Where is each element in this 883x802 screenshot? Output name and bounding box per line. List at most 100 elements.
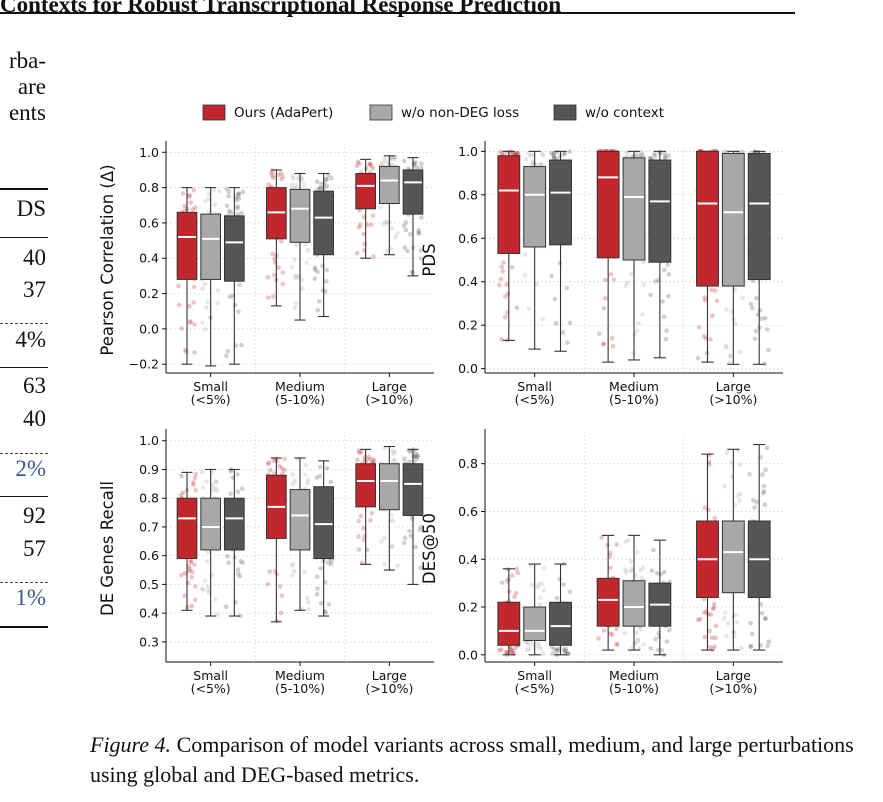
- data-point: [526, 641, 531, 647]
- data-point: [500, 269, 506, 274]
- data-point: [367, 161, 373, 167]
- data-point: [702, 334, 707, 339]
- data-point: [379, 539, 384, 544]
- data-point: [401, 158, 407, 164]
- data-point: [512, 151, 517, 157]
- data-point: [318, 186, 324, 191]
- data-point: [192, 475, 198, 481]
- data-point: [390, 543, 396, 549]
- data-point: [272, 272, 277, 278]
- data-point: [200, 485, 206, 490]
- x-tick-label: (<5%): [515, 392, 555, 407]
- box: [622, 157, 646, 261]
- data-point: [553, 320, 559, 326]
- data-point: [223, 604, 229, 609]
- data-point: [382, 536, 388, 541]
- data-point: [708, 612, 714, 617]
- data-point: [696, 325, 702, 330]
- data-point: [659, 648, 664, 653]
- page-header: Contexts for Robust Transcriptional Resp…: [0, 0, 795, 20]
- data-point: [315, 307, 321, 313]
- data-point: [291, 561, 296, 567]
- data-point: [186, 568, 192, 574]
- legend-swatch: [553, 104, 577, 121]
- y-tick-label: 0.8: [139, 180, 159, 195]
- y-tick-label: 1.0: [458, 144, 478, 159]
- y-tick-label: 0.8: [458, 456, 478, 471]
- box: [289, 188, 311, 243]
- data-point: [292, 305, 298, 310]
- data-point: [401, 540, 407, 546]
- data-point: [329, 175, 334, 181]
- data-point: [641, 259, 646, 265]
- data-point: [370, 165, 376, 171]
- data-point: [292, 273, 298, 279]
- data-point: [733, 502, 738, 508]
- data-point: [662, 151, 668, 157]
- data-point: [237, 573, 243, 579]
- data-point: [541, 588, 547, 593]
- data-point: [314, 574, 320, 579]
- data-point: [625, 537, 631, 543]
- data-point: [600, 342, 606, 347]
- data-point: [355, 159, 361, 165]
- data-point: [371, 254, 376, 259]
- chart-panel-1: −0.2 0.0 0.2 0.4 0.6 0.8 1.0 Pearson Correlatio…: [98, 141, 434, 407]
- data-point: [184, 349, 189, 355]
- data-point: [418, 565, 423, 571]
- data-point: [407, 459, 412, 465]
- data-point: [750, 305, 755, 311]
- x-tick-label: Medium: [609, 379, 659, 394]
- data-point: [190, 207, 195, 212]
- box: [523, 606, 547, 641]
- box: [313, 190, 334, 256]
- x-tick-label: Large: [716, 379, 751, 394]
- data-point: [734, 619, 739, 625]
- data-point: [266, 295, 271, 300]
- data-point: [205, 197, 211, 202]
- data-point: [302, 570, 307, 575]
- data-point: [187, 566, 193, 572]
- data-point: [530, 152, 536, 158]
- y-tick-label: 0.8: [139, 491, 159, 506]
- data-point: [235, 472, 240, 477]
- data-point: [362, 454, 368, 460]
- data-point: [753, 296, 759, 301]
- data-point: [391, 451, 396, 457]
- data-point: [634, 630, 639, 636]
- data-point: [665, 262, 670, 267]
- data-point: [499, 151, 505, 156]
- data-point: [271, 458, 276, 464]
- data-point: [324, 267, 330, 273]
- x-tick-label: (<5%): [515, 681, 555, 696]
- data-point: [180, 191, 186, 196]
- table-cell: 63: [23, 373, 46, 398]
- data-point: [537, 602, 543, 607]
- table-rule: [0, 188, 48, 190]
- data-point: [623, 567, 628, 572]
- data-point: [274, 572, 280, 577]
- data-point: [402, 456, 407, 462]
- data-point: [232, 302, 238, 308]
- data-point: [648, 646, 653, 651]
- data-point: [551, 156, 557, 161]
- left-column-line: ents: [8, 100, 46, 125]
- y-tick-label: 1.0: [139, 145, 159, 160]
- data-point: [556, 646, 562, 651]
- data-point: [189, 574, 194, 580]
- data-point: [416, 231, 422, 236]
- data-point: [706, 612, 711, 617]
- data-point: [760, 472, 765, 477]
- data-point: [323, 176, 329, 182]
- data-point: [728, 354, 734, 359]
- data-point: [748, 644, 753, 649]
- table-dashed-rule: [0, 453, 48, 454]
- x-tick-label: (>10%): [365, 392, 413, 407]
- data-point: [238, 613, 243, 619]
- data-point: [362, 533, 368, 539]
- data-point: [653, 278, 658, 284]
- y-tick-label: 0.0: [458, 361, 478, 376]
- data-point: [235, 204, 240, 209]
- data-point: [318, 600, 324, 606]
- data-point: [664, 328, 669, 333]
